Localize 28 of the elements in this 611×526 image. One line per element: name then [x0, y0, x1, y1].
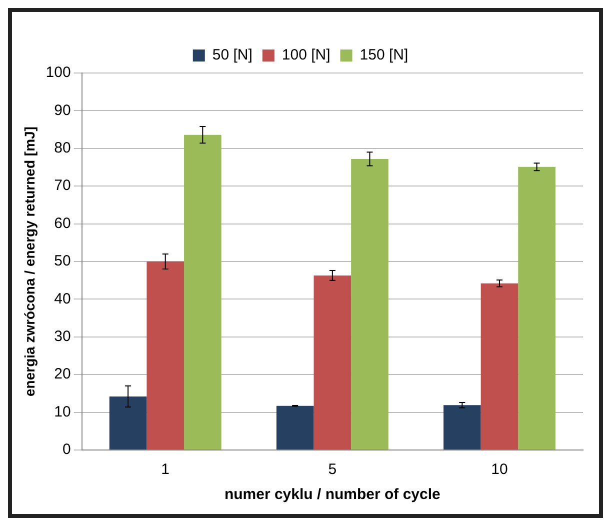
- x-axis-title: numer cyklu / number of cycle: [224, 486, 440, 504]
- bar: [184, 134, 222, 450]
- x-tick-label: 5: [328, 461, 337, 478]
- y-axis-title: energia zwrócona / energy returned [mJ]: [21, 126, 38, 396]
- legend-label: 50 [N]: [212, 46, 252, 64]
- legend-label: 150 [N]: [360, 46, 408, 64]
- y-tick-label: 30: [54, 328, 71, 346]
- y-tick-label: 90: [54, 102, 71, 119]
- y-tick-label: 70: [54, 177, 71, 194]
- legend-label: 100 [N]: [282, 46, 330, 64]
- y-tick-label: 10: [54, 403, 71, 420]
- y-tick-label: 20: [54, 366, 71, 383]
- bar: [109, 396, 147, 450]
- y-tick-label: 100: [46, 64, 71, 82]
- bar: [146, 262, 184, 450]
- bar: [351, 158, 388, 450]
- bar: [480, 283, 518, 450]
- y-tick-label: 80: [54, 140, 71, 157]
- y-tick-label: 50: [54, 252, 71, 270]
- y-tick-label: 40: [54, 290, 71, 308]
- x-tick-label: 1: [161, 461, 170, 478]
- bar: [276, 406, 314, 450]
- bar: [314, 275, 352, 450]
- y-tick-label: 60: [54, 214, 71, 232]
- y-tick-label: 0: [62, 441, 71, 458]
- bar: [444, 405, 481, 450]
- bar: [518, 166, 556, 450]
- x-tick-label: 10: [491, 461, 508, 478]
